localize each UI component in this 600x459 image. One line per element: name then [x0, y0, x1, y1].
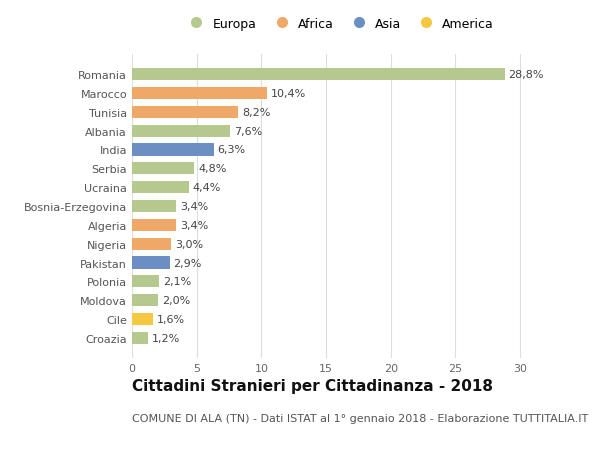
Bar: [132, 294, 158, 307]
Bar: [132, 88, 266, 100]
Text: COMUNE DI ALA (TN) - Dati ISTAT al 1° gennaio 2018 - Elaborazione TUTTITALIA.IT: COMUNE DI ALA (TN) - Dati ISTAT al 1° ge…: [132, 413, 588, 423]
Bar: [132, 276, 159, 288]
Text: 28,8%: 28,8%: [508, 70, 544, 80]
Bar: [132, 144, 214, 156]
Text: 4,4%: 4,4%: [193, 183, 221, 193]
Bar: [132, 182, 189, 194]
Text: 6,3%: 6,3%: [217, 145, 245, 155]
Bar: [132, 219, 176, 231]
Bar: [132, 201, 176, 213]
Bar: [132, 238, 171, 250]
Text: 7,6%: 7,6%: [234, 126, 262, 136]
Text: 2,0%: 2,0%: [162, 296, 190, 306]
Text: 1,2%: 1,2%: [151, 333, 179, 343]
Bar: [132, 332, 148, 344]
Bar: [132, 69, 505, 81]
Bar: [132, 257, 170, 269]
Bar: [132, 163, 194, 175]
Text: 4,8%: 4,8%: [198, 164, 226, 174]
Bar: [132, 313, 152, 325]
Text: 3,0%: 3,0%: [175, 239, 203, 249]
Legend: Europa, Africa, Asia, America: Europa, Africa, Asia, America: [179, 13, 499, 36]
Text: 2,9%: 2,9%: [173, 258, 202, 268]
Text: 3,4%: 3,4%: [180, 202, 208, 212]
Text: 2,1%: 2,1%: [163, 277, 191, 287]
Text: 3,4%: 3,4%: [180, 220, 208, 230]
Text: 10,4%: 10,4%: [271, 89, 305, 99]
Bar: [132, 106, 238, 119]
Bar: [132, 125, 230, 137]
Text: Cittadini Stranieri per Cittadinanza - 2018: Cittadini Stranieri per Cittadinanza - 2…: [132, 379, 493, 394]
Text: 1,6%: 1,6%: [157, 314, 185, 325]
Text: 8,2%: 8,2%: [242, 107, 271, 118]
